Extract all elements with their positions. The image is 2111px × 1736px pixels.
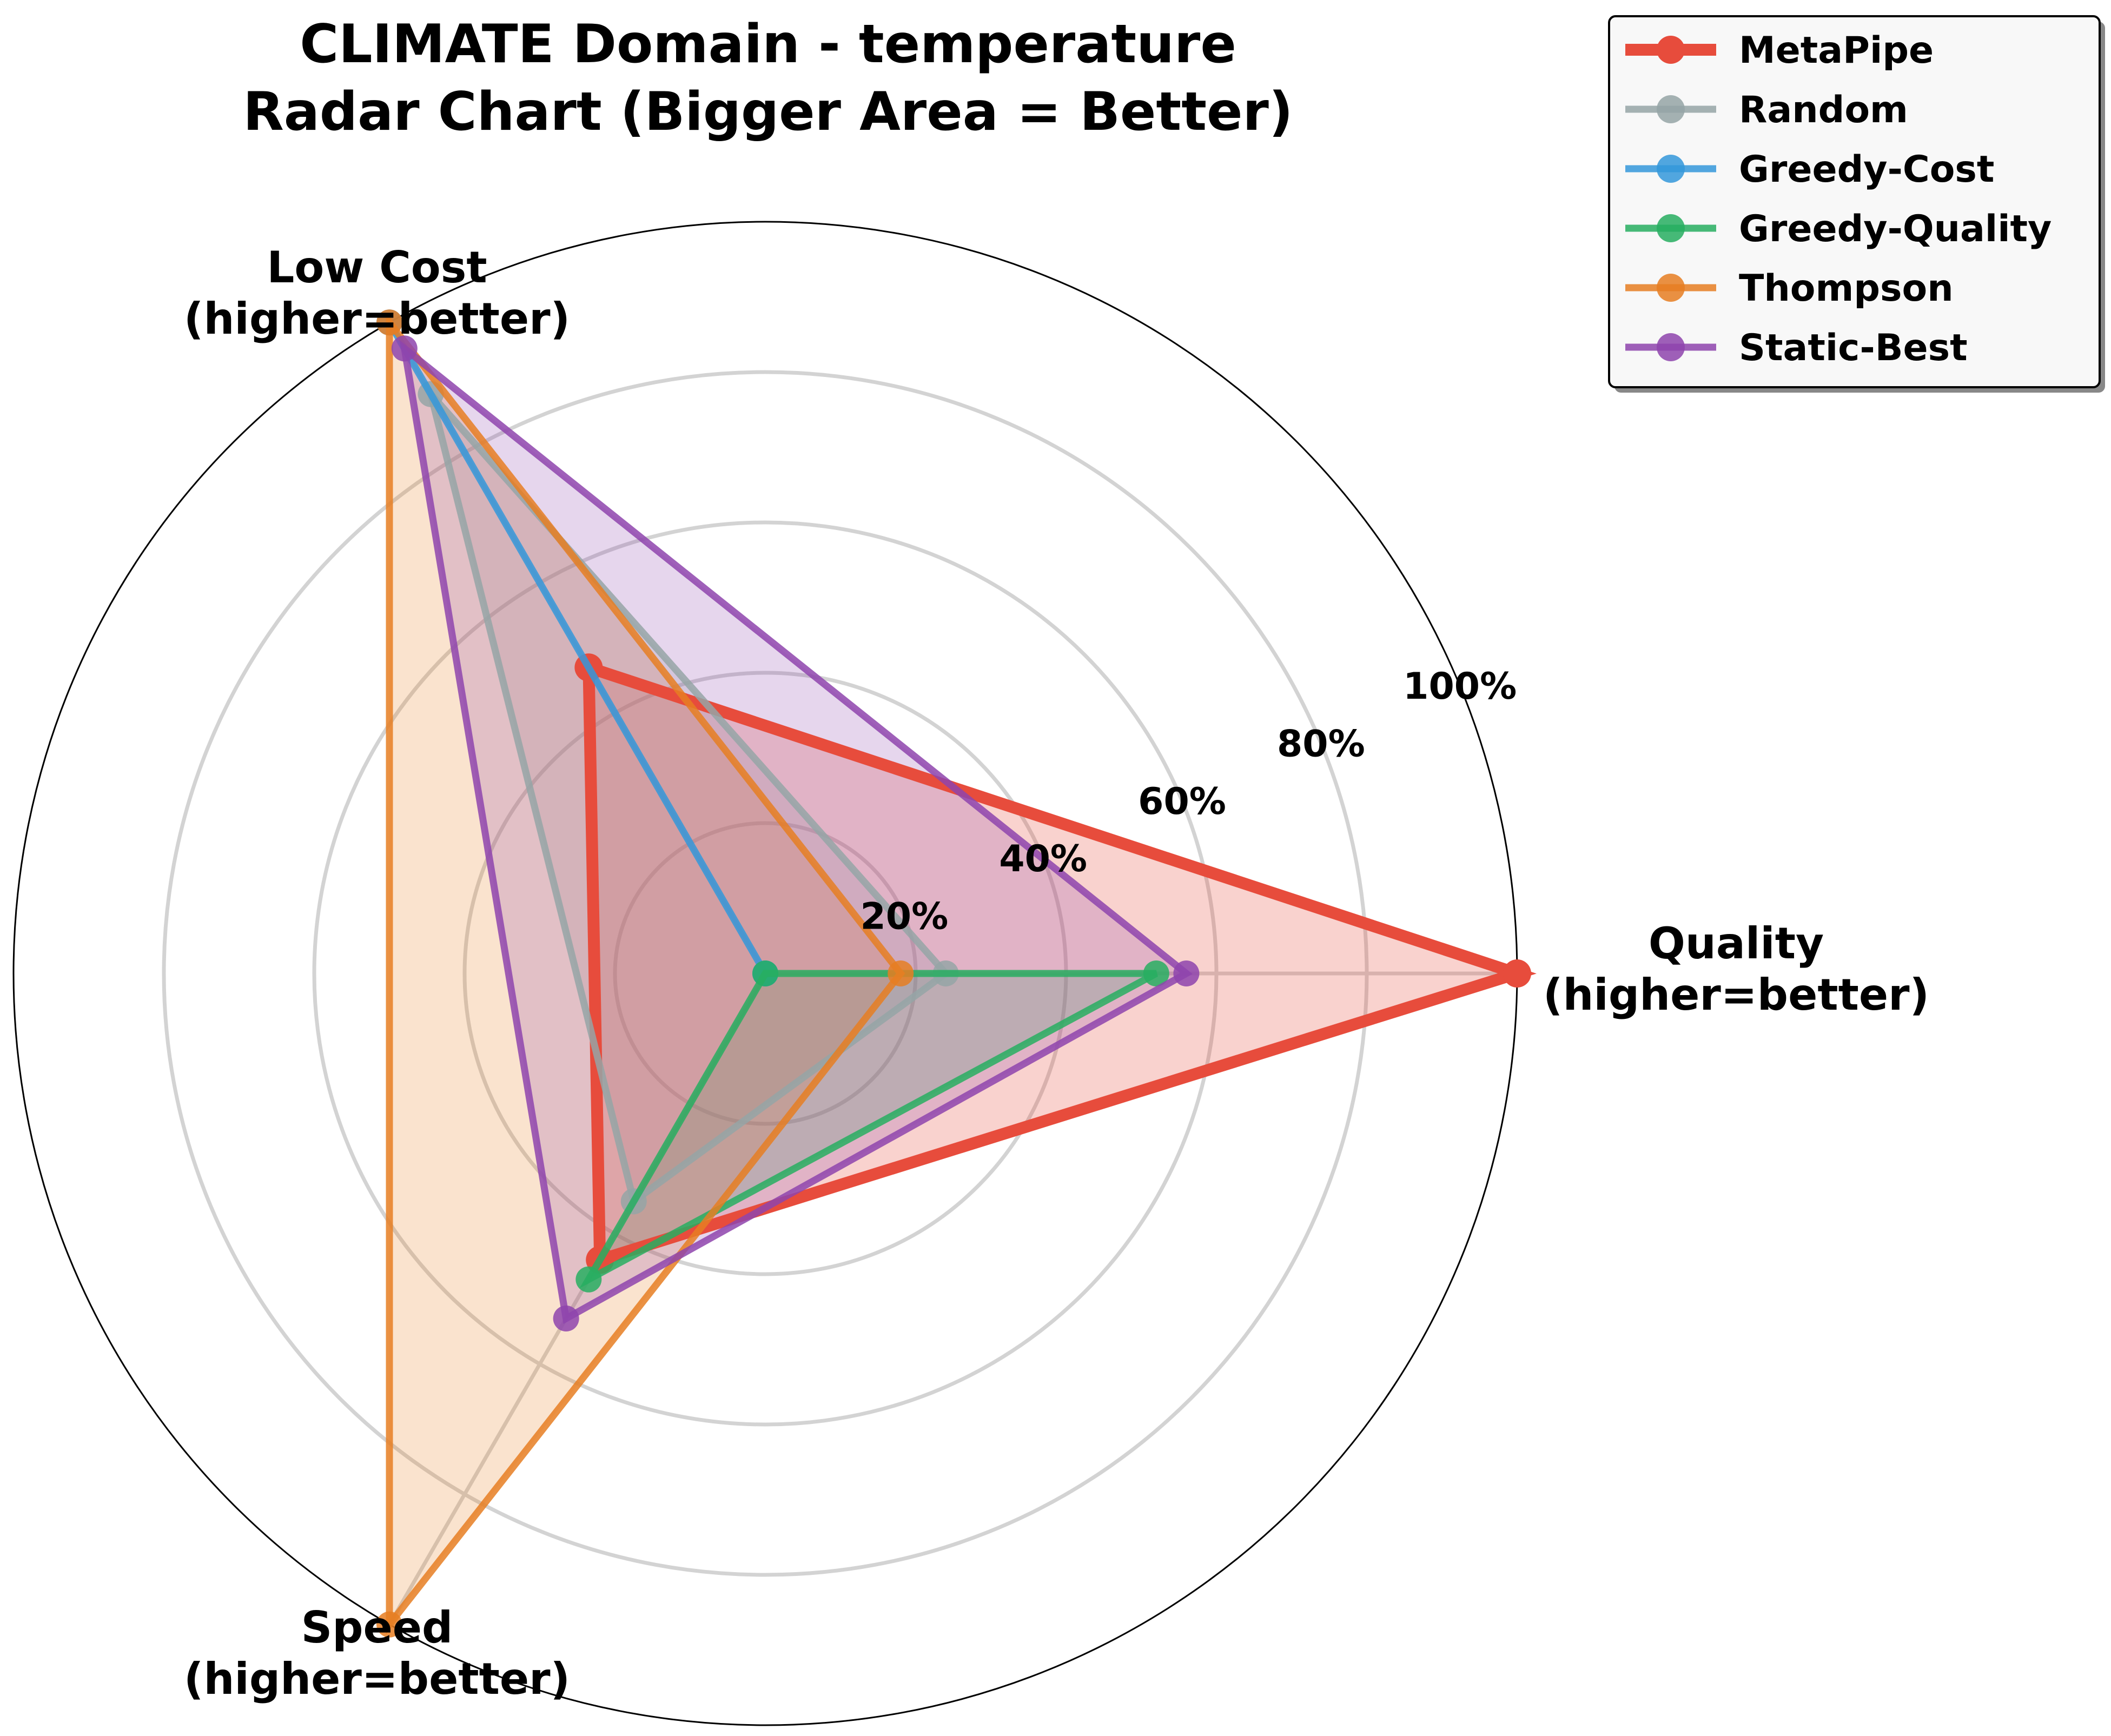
legend-marker-static-best bbox=[1657, 333, 1685, 361]
series-greedy-quality bbox=[575, 960, 1169, 1293]
series-lines bbox=[376, 309, 1537, 1638]
tick-label-20: 20% bbox=[860, 896, 948, 938]
series-line-thompson bbox=[386, 312, 905, 1635]
legend-marker-metapipe bbox=[1657, 36, 1685, 64]
chart-title: CLIMATE Domain - temperature Radar Chart … bbox=[243, 14, 1293, 143]
point-static-best-0 bbox=[1173, 960, 1200, 986]
series-line-static-best bbox=[399, 340, 1193, 1324]
legend-marker-greedy-quality bbox=[1657, 214, 1685, 242]
series-line-metapipe bbox=[583, 659, 1537, 1268]
title-text: CLIMATE Domain - temperature Radar Chart … bbox=[243, 14, 1293, 143]
legend-entry-static-best: Static-Best bbox=[1625, 327, 1968, 369]
series-static-best bbox=[391, 335, 1200, 1332]
axis-labels: Quality (higher=better) Low Cost (higher=be… bbox=[184, 242, 1929, 1704]
legend-entry-thompson: Thompson bbox=[1625, 267, 1954, 310]
tick-label-40: 40% bbox=[999, 838, 1087, 880]
legend-entry-metapipe: MetaPipe bbox=[1625, 29, 1934, 72]
axis-label-1: Low Cost (higher=better) bbox=[184, 242, 570, 344]
point-thompson-2 bbox=[376, 1611, 402, 1638]
axis-label-0: Quality (higher=better) bbox=[1543, 918, 1929, 1020]
radial-tick-labels: 20% 40% 60% 80% 100% bbox=[860, 665, 1517, 938]
tick-label-80: 80% bbox=[1277, 723, 1365, 765]
legend-label-metapipe: MetaPipe bbox=[1739, 29, 1934, 72]
legend-marker-random bbox=[1657, 95, 1685, 123]
point-greedy-quality-1 bbox=[752, 960, 778, 986]
axis-label-2: Speed (higher=better) bbox=[184, 1602, 570, 1704]
legend: MetaPipe Random Greedy-Cost Greedy-Quality T… bbox=[1608, 15, 2105, 393]
legend-entry-greedy-quality: Greedy-Quality bbox=[1625, 208, 2052, 250]
legend-marker-thompson bbox=[1657, 274, 1685, 302]
point-thompson-0 bbox=[888, 960, 914, 986]
point-thompson-1 bbox=[376, 309, 402, 336]
point-static-best-1 bbox=[391, 335, 418, 362]
series-fill-thompson bbox=[389, 322, 901, 1625]
legend-label-random: Random bbox=[1739, 89, 1908, 131]
series-thompson bbox=[376, 309, 914, 1638]
series-line-greedy-quality bbox=[579, 970, 1158, 1289]
legend-box bbox=[1608, 15, 2101, 388]
legend-marker-greedy-cost bbox=[1657, 155, 1685, 183]
legend-label-greedy-quality: Greedy-Quality bbox=[1739, 208, 2052, 250]
legend-label-greedy-cost: Greedy-Cost bbox=[1739, 148, 1994, 191]
series-line-random bbox=[427, 392, 951, 1208]
series-fill-random bbox=[431, 394, 946, 1202]
legend-label-static-best: Static-Best bbox=[1739, 327, 1968, 369]
tick-label-100: 100% bbox=[1403, 665, 1517, 708]
point-static-best-2 bbox=[553, 1306, 579, 1332]
tick-label-60: 60% bbox=[1138, 780, 1226, 823]
legend-entry-greedy-cost: Greedy-Cost bbox=[1625, 148, 1994, 191]
legend-entry-random: Random bbox=[1625, 89, 1908, 131]
series-layer bbox=[376, 309, 1537, 1638]
point-greedy-quality-2 bbox=[575, 1266, 602, 1293]
point-greedy-quality-0 bbox=[1143, 960, 1169, 986]
legend-label-thompson: Thompson bbox=[1739, 267, 1954, 310]
series-fill-metapipe bbox=[588, 667, 1517, 1260]
point-metapipe-0 bbox=[1503, 959, 1531, 988]
